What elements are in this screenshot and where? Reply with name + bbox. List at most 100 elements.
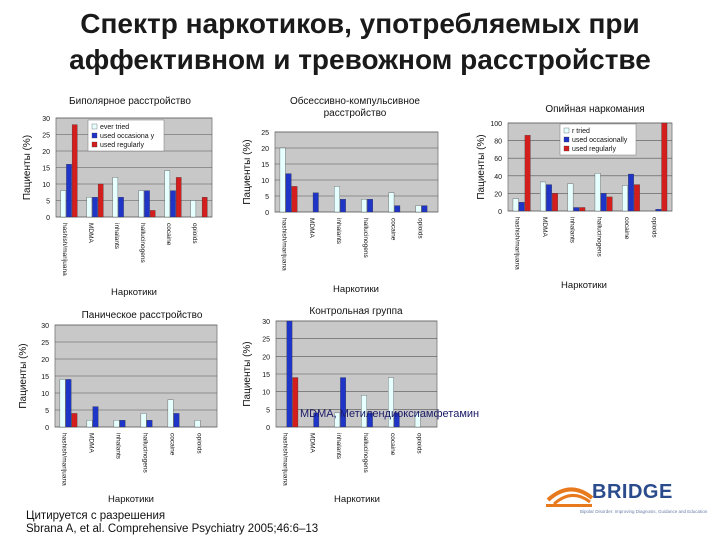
- logo-tagline: Bipolar Disorder: Improving Diagnosis, G…: [580, 509, 708, 514]
- bar-bipolar-s1-c4: [170, 190, 176, 218]
- x-tick-label: MDMA: [88, 433, 95, 454]
- bar-bipolar-s2-c3: [149, 210, 156, 218]
- bar-control-s1-c3: [367, 412, 373, 428]
- legend-label: used regularly: [100, 142, 144, 149]
- citation-line-1: Цитируется с разрешения: [26, 510, 166, 522]
- logo-text: BRIDGE: [592, 481, 673, 503]
- bar-panic-s0-c0: [59, 379, 66, 428]
- y-tick-label: 0: [265, 210, 269, 217]
- bar-panic-s1-c1: [92, 406, 99, 428]
- citation-line-2: Sbrana A, et al. Comprehensive Psychiatr…: [26, 523, 319, 535]
- bar-bipolar-s0-c5: [190, 200, 197, 218]
- bar-panic-s0-c3: [140, 413, 147, 428]
- y-tick-label: 25: [42, 133, 50, 140]
- bar-panic-s0-c2: [113, 420, 120, 428]
- bar-control-s1-c4: [393, 412, 400, 428]
- x-tick-label: cocaine: [389, 218, 396, 241]
- chart-panic: 0 5 10 15 20 25 30 hashish/marijuana MDMA inhalan…: [18, 310, 218, 505]
- bar-panic-s1-c3: [146, 420, 153, 428]
- legend-label: used occasiona y: [100, 133, 155, 140]
- bar-ocd-s2-c0: [291, 186, 298, 213]
- bar-opioid-s1-c1: [546, 184, 552, 212]
- legend-swatch: [563, 145, 570, 152]
- chart-title: Биполярное расстройство: [69, 96, 191, 107]
- x-tick-label: inhalants: [568, 217, 575, 244]
- x-tick-label: opioids: [191, 223, 198, 244]
- x-tick-label: hashish/marijuana: [61, 223, 68, 276]
- bar-control-s0-c4: [388, 377, 394, 428]
- bar-opioid-s0-c3: [594, 173, 601, 212]
- y-tick-label: 10: [262, 390, 270, 397]
- bar-bipolar-s0-c2: [112, 177, 119, 218]
- bar-ocd-s1-c3: [367, 199, 373, 213]
- x-tick-label: cocaine: [165, 223, 172, 246]
- bar-opioid-s0-c4: [622, 185, 628, 212]
- bar-panic-s1-c0: [65, 379, 72, 428]
- bar-opioid-s1-c0: [518, 202, 525, 212]
- bar-panic-s0-c5: [194, 420, 201, 428]
- y-tick-label: 5: [266, 407, 270, 414]
- legend-box: [559, 123, 637, 156]
- bar-control-s1-c1: [313, 412, 320, 428]
- bar-control-s2-c0: [292, 377, 299, 428]
- bar-control-s0-c2: [334, 412, 341, 428]
- x-tick-label: inhalants: [335, 433, 342, 460]
- x-tick-label: hashish/marijuana: [281, 433, 288, 486]
- y-tick-label: 10: [41, 391, 49, 398]
- bar-opioid-s0-c0: [512, 198, 519, 212]
- y-tick-label: 30: [262, 319, 270, 326]
- bar-ocd-s1-c1: [312, 192, 319, 213]
- y-tick-label: 40: [494, 174, 502, 181]
- x-tick-label: MDMA: [308, 433, 315, 454]
- legend-label: used occasionally: [572, 137, 628, 144]
- bar-panic-s0-c4: [167, 399, 174, 428]
- bar-bipolar-s2-c5: [201, 197, 208, 218]
- x-tick-label: hallucinogens: [139, 223, 146, 264]
- bar-bipolar-s1-c2: [118, 197, 124, 218]
- bar-ocd-s0-c0: [279, 147, 286, 213]
- x-tick-label: cocaine: [623, 217, 630, 240]
- y-tick-label: 30: [42, 116, 50, 123]
- y-tick-label: 20: [494, 191, 502, 198]
- bar-opioid-s1-c3: [600, 193, 607, 212]
- y-tick-label: 15: [262, 372, 270, 379]
- bar-panic-s2-c0: [71, 413, 78, 428]
- bar-ocd-s0-c3: [361, 199, 368, 213]
- bar-ocd-s0-c5: [415, 205, 422, 213]
- bar-ocd-s1-c4: [394, 205, 401, 213]
- bar-bipolar-s2-c4: [175, 177, 182, 218]
- x-tick-label: inhalants: [113, 223, 120, 250]
- bar-bipolar-s2-c1: [97, 183, 104, 218]
- bar-opioid-s2-c2: [579, 207, 586, 212]
- legend-swatch: [91, 132, 98, 139]
- y-tick-label: 25: [262, 337, 270, 344]
- y-tick-label: 5: [45, 408, 49, 415]
- x-tick-label: cocaine: [169, 433, 176, 456]
- bar-ocd-s1-c0: [285, 173, 292, 213]
- bar-opioid-s2-c5: [661, 122, 668, 212]
- x-tick-label: hallucinogens: [362, 433, 369, 474]
- chart-ocd: 0 5 10 15 20 25 hashish/marijuana MDMA inhalants…: [242, 95, 439, 295]
- bar-opioid-s0-c1: [540, 181, 546, 212]
- y-tick-label: 15: [261, 162, 269, 169]
- chart-title: Опийная наркомания: [545, 104, 644, 115]
- y-tick-label: 0: [498, 209, 502, 216]
- bar-ocd-s1-c5: [421, 205, 428, 213]
- y-axis-label: Пациенты (%): [18, 343, 29, 408]
- y-tick-label: 100: [490, 121, 502, 128]
- x-tick-label: inhalants: [115, 433, 122, 460]
- x-tick-label: hashish/marijuana: [514, 217, 521, 270]
- bar-opioid-s2-c1: [552, 193, 558, 212]
- bar-opioid-s2-c4: [634, 184, 640, 212]
- bar-bipolar-s0-c0: [60, 190, 67, 218]
- y-axis-label: Пациенты (%): [22, 135, 33, 200]
- y-axis-label: Пациенты (%): [242, 341, 253, 406]
- y-tick-label: 20: [41, 357, 49, 364]
- bar-opioid-s1-c5: [655, 209, 662, 212]
- chart-title: Контрольная группа: [309, 306, 403, 317]
- x-tick-label: opioids: [416, 218, 423, 239]
- bar-bipolar-s2-c0: [71, 124, 78, 218]
- y-tick-label: 25: [261, 130, 269, 137]
- bar-bipolar-s1-c0: [66, 164, 72, 218]
